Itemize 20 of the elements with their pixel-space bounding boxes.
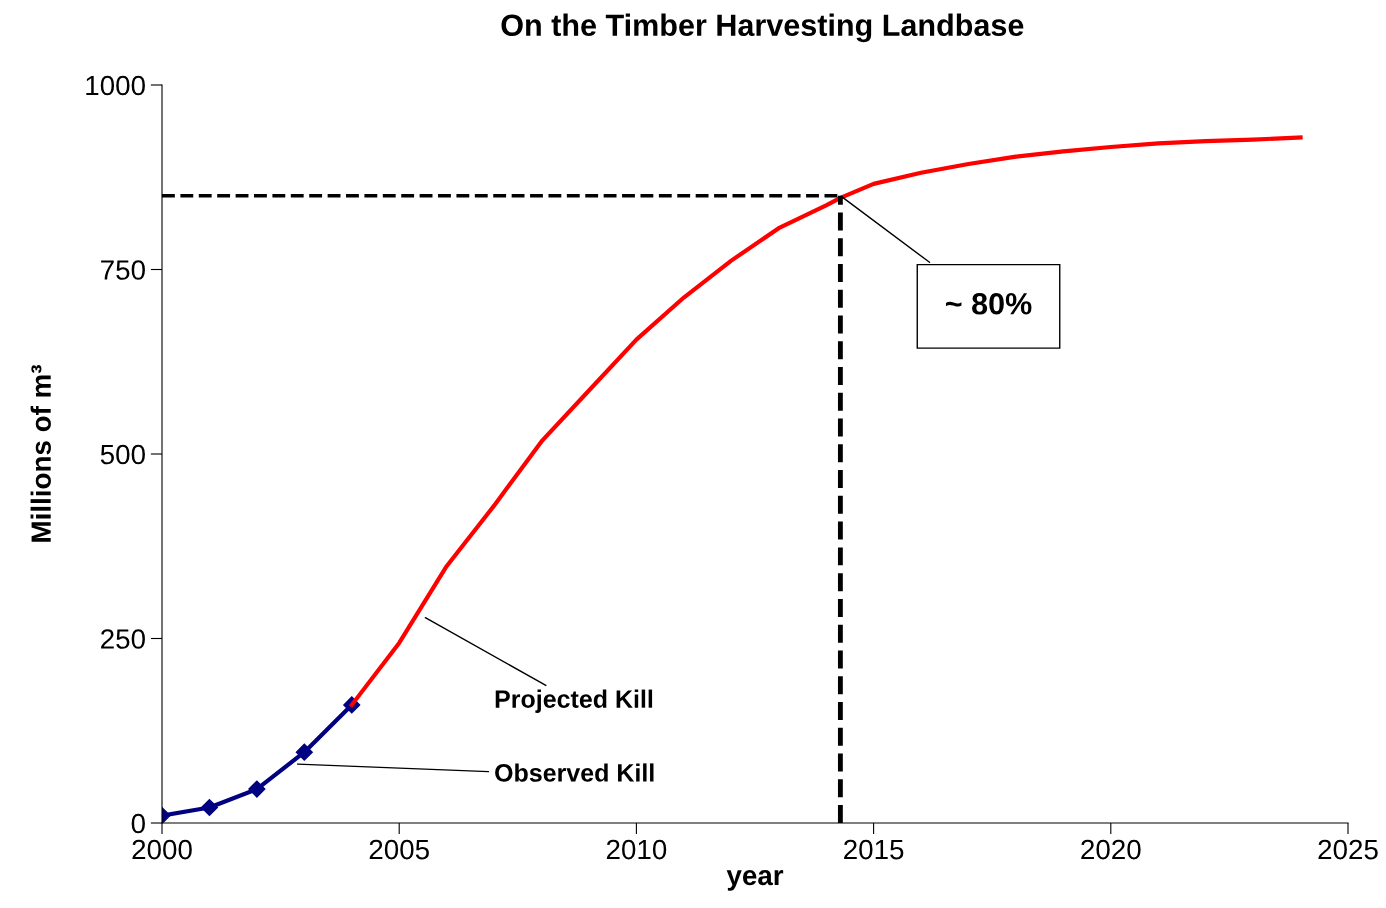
x-tick-label: 2010 — [606, 839, 667, 860]
point — [295, 743, 313, 761]
point — [248, 780, 266, 798]
y-tick-label: 500 — [100, 444, 145, 465]
x-tick-label: 2020 — [1081, 839, 1141, 860]
x-axis-title: year — [726, 870, 784, 891]
y-tick-label: 750 — [101, 260, 145, 280]
x-tick-label: 2015 — [844, 839, 904, 860]
x-tick-label: 2005 — [369, 839, 429, 860]
x-tick-label: 2025 — [1318, 839, 1378, 860]
x-tick-label: 2000 — [132, 839, 192, 860]
annotation: ~ 80% — [945, 292, 1032, 315]
y-tick-label: 250 — [101, 629, 145, 649]
annotation: Observed Kill — [495, 763, 654, 782]
y-tick-label: 0 — [131, 813, 145, 834]
annotation: Projected Kill — [495, 689, 653, 713]
point — [200, 798, 218, 817]
y-axis-title: Millions of m³ — [30, 365, 51, 542]
y-tick-label: 1000 — [86, 75, 145, 96]
chart-title: On the Timber Harvesting Landbase — [501, 13, 1024, 43]
